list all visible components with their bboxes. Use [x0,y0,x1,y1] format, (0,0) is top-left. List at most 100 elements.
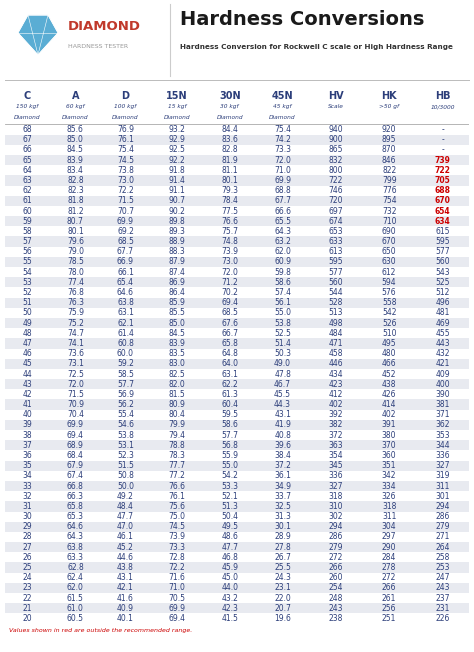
Text: 69.2: 69.2 [117,227,134,236]
Bar [5,389,469,400]
Text: 81.8: 81.8 [67,196,84,205]
Bar [5,196,469,206]
Text: 266: 266 [328,563,343,572]
Text: 68: 68 [23,125,32,134]
Text: 58.5: 58.5 [117,370,134,379]
Text: 91.4: 91.4 [168,176,185,185]
Text: 458: 458 [328,349,343,358]
Text: 271: 271 [436,533,450,542]
Text: 20.7: 20.7 [274,604,291,613]
Text: 40.9: 40.9 [117,604,134,613]
Text: 83.5: 83.5 [168,349,185,358]
Text: 83.4: 83.4 [67,166,84,175]
Text: 66.9: 66.9 [117,258,134,267]
Text: 484: 484 [328,329,343,338]
Text: 58.6: 58.6 [221,421,238,430]
Text: 59.2: 59.2 [117,359,134,368]
Text: 85.0: 85.0 [168,319,185,327]
Text: 30N: 30N [219,91,241,101]
Text: 272: 272 [382,573,396,582]
Text: 254: 254 [328,584,343,593]
Text: 354: 354 [328,451,343,460]
Text: 48.4: 48.4 [117,502,134,511]
Bar [5,349,469,359]
Bar [5,267,469,277]
Text: 80.1: 80.1 [67,227,84,236]
Text: 76.1: 76.1 [168,492,185,501]
Text: 80.9: 80.9 [168,400,185,409]
Text: 318: 318 [382,502,396,511]
Text: 42: 42 [23,390,32,399]
Text: 71.5: 71.5 [67,390,84,399]
Text: 60.0: 60.0 [117,349,134,358]
Text: 81.5: 81.5 [169,390,185,399]
Text: -: - [441,135,444,144]
Bar [5,277,469,288]
Text: 72.2: 72.2 [169,563,185,572]
Text: 74.5: 74.5 [117,156,134,164]
Text: 67.9: 67.9 [67,461,84,470]
Text: 52.5: 52.5 [274,329,291,338]
Text: 304: 304 [382,522,396,531]
Text: D: D [121,91,129,101]
Bar [5,318,469,328]
Text: 510: 510 [382,329,396,338]
Text: 84.5: 84.5 [67,145,84,155]
Text: 55.0: 55.0 [221,461,238,470]
Text: 595: 595 [328,258,343,267]
Bar [5,379,469,389]
Text: 37.2: 37.2 [274,461,291,470]
Text: 895: 895 [382,135,396,144]
Text: 870: 870 [382,145,396,155]
Text: 351: 351 [382,461,396,470]
Text: 940: 940 [328,125,343,134]
Text: 15 kgf: 15 kgf [168,104,186,110]
Text: 44.3: 44.3 [274,400,291,409]
Text: 37: 37 [23,441,32,450]
Text: 318: 318 [328,492,343,501]
Text: 363: 363 [328,441,343,450]
Text: -: - [441,125,444,134]
Text: 421: 421 [436,359,450,368]
Text: 66.7: 66.7 [221,329,238,338]
Text: 74.7: 74.7 [67,329,84,338]
Text: 82.3: 82.3 [67,186,84,195]
Text: 63.1: 63.1 [117,308,134,318]
Text: 85.5: 85.5 [168,308,185,318]
Text: 27.8: 27.8 [274,542,291,552]
Text: Values shown in red are outside the recommended range.: Values shown in red are outside the reco… [9,628,192,632]
Text: 526: 526 [382,319,396,327]
Text: 32: 32 [23,492,32,501]
Bar [5,420,469,430]
Bar [5,522,469,532]
Text: 334: 334 [382,482,396,490]
Text: 62.4: 62.4 [67,573,84,582]
Text: 61.4: 61.4 [117,329,134,338]
Text: 370: 370 [382,441,396,450]
Text: 19.6: 19.6 [274,614,291,623]
Text: 65.3: 65.3 [67,512,84,521]
Text: 51.3: 51.3 [221,502,238,511]
Text: 76.3: 76.3 [67,298,84,307]
Text: 66.1: 66.1 [117,267,134,276]
Text: 402: 402 [382,410,396,419]
Text: 294: 294 [435,502,450,511]
Bar [5,359,469,369]
Text: 52: 52 [23,288,32,297]
Text: 301: 301 [435,492,450,501]
Text: 390: 390 [435,390,450,399]
Text: 39.6: 39.6 [274,441,291,450]
Text: 74.2: 74.2 [274,135,291,144]
Text: 27: 27 [23,542,32,552]
Text: 48.6: 48.6 [221,533,238,542]
Text: 41.5: 41.5 [221,614,238,623]
Text: 73.3: 73.3 [274,145,291,155]
Text: 64.6: 64.6 [67,522,84,531]
Text: 88.9: 88.9 [169,237,185,246]
Text: 36: 36 [23,451,32,460]
Text: 56.8: 56.8 [221,441,238,450]
Text: 78.0: 78.0 [67,267,84,276]
Text: 54.6: 54.6 [117,421,134,430]
Text: 63.3: 63.3 [67,553,84,562]
Text: 65.4: 65.4 [117,278,134,287]
